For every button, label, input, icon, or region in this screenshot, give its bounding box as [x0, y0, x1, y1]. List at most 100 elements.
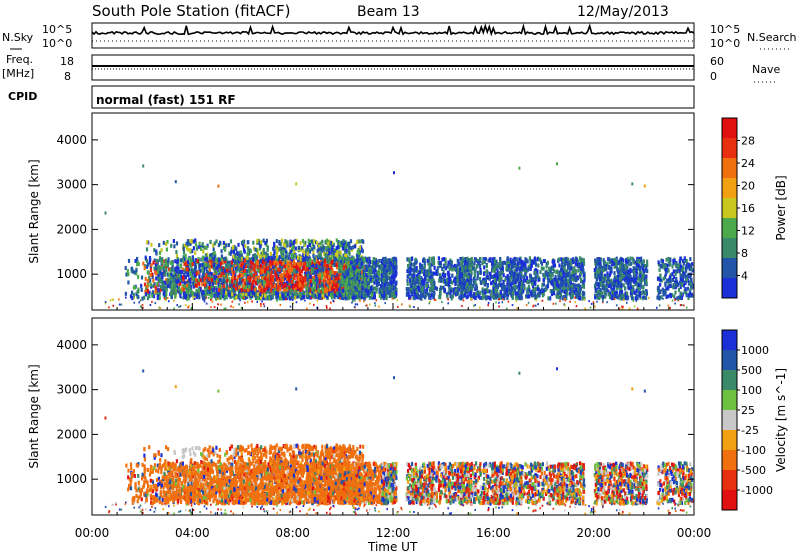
- power-cell: [275, 291, 277, 295]
- power-cell: [169, 285, 171, 289]
- power-cell: [245, 286, 247, 290]
- power-cell: [298, 277, 300, 281]
- power-cell: [289, 264, 291, 268]
- power-cell: [233, 271, 235, 275]
- power-cell: [464, 293, 466, 297]
- power-cell: [210, 253, 212, 257]
- power-cell: [362, 249, 364, 253]
- power-cell: [207, 263, 209, 267]
- power-cell: [418, 275, 420, 279]
- power-cell: [150, 243, 152, 247]
- power-cell: [235, 287, 237, 291]
- power-cell: [219, 284, 221, 288]
- power-cell: [146, 247, 148, 251]
- power-cell: [220, 273, 222, 277]
- power-cell: [147, 270, 149, 274]
- power-cell: [444, 289, 446, 293]
- power-cell: [392, 269, 394, 273]
- power-cell: [143, 296, 145, 300]
- power-cell: [462, 260, 464, 264]
- power-cell: [356, 280, 358, 284]
- power-cell: [365, 264, 367, 268]
- nave-tick-bottom: 0: [710, 70, 717, 83]
- power-cell: [483, 265, 485, 269]
- power-cell: [255, 281, 257, 285]
- power-cell: [209, 290, 211, 294]
- power-cell: [270, 274, 272, 278]
- power-cell: [280, 250, 282, 254]
- power-cell: [281, 239, 283, 243]
- power-cell: [467, 275, 469, 279]
- power-cell: [478, 262, 480, 266]
- power-cell: [286, 241, 288, 245]
- power-cell: [189, 288, 191, 292]
- power-cell: [299, 294, 301, 298]
- power-cell: [391, 275, 393, 279]
- power-cell: [364, 297, 366, 301]
- power-cell: [165, 268, 167, 272]
- power-cell: [219, 269, 221, 273]
- power-cell: [312, 294, 314, 298]
- power-cell: [315, 278, 317, 282]
- power-cell: [289, 297, 291, 301]
- power-cell: [309, 258, 311, 262]
- power-cell: [146, 284, 148, 288]
- power-cell: [201, 269, 203, 273]
- power-cell: [307, 257, 309, 261]
- power-cell: [164, 281, 166, 285]
- power-cell: [332, 270, 334, 274]
- power-cell: [235, 296, 237, 300]
- power-cell: [267, 246, 269, 250]
- power-cell: [282, 261, 284, 265]
- power-cell: [279, 287, 281, 291]
- power-cell: [356, 269, 358, 273]
- power-cell: [486, 264, 488, 268]
- power-cell: [421, 280, 423, 284]
- power-cell: [142, 262, 144, 266]
- power-cell: [247, 246, 249, 250]
- power-cell: [461, 289, 463, 293]
- power-cell: [439, 291, 441, 295]
- power-cell: [168, 257, 170, 261]
- power-cell: [442, 273, 444, 277]
- power-cell: [261, 290, 263, 294]
- power-cell: [163, 241, 165, 245]
- power-cell: [359, 240, 361, 244]
- power-cell: [386, 277, 388, 281]
- power-cell: [277, 262, 279, 266]
- power-cell: [353, 266, 355, 270]
- power-cell: [296, 269, 298, 273]
- power-cell: [212, 282, 214, 286]
- power-cell: [282, 258, 284, 262]
- power-cell: [433, 282, 435, 286]
- power-cell: [486, 288, 488, 292]
- power-cell: [425, 284, 427, 288]
- power-cell: [140, 284, 142, 288]
- power-cell: [350, 239, 352, 243]
- power-cell: [186, 284, 188, 288]
- power-cell: [163, 292, 165, 296]
- power-cell: [242, 240, 244, 244]
- power-cell: [265, 258, 267, 262]
- power-cell: [283, 288, 285, 292]
- power-cell: [252, 291, 254, 295]
- power-cell: [165, 242, 167, 246]
- power-cell: [197, 259, 199, 263]
- power-cell: [353, 289, 355, 293]
- power-cell: [366, 258, 368, 262]
- power-cell: [388, 286, 390, 290]
- power-cell: [446, 294, 448, 298]
- power-cell: [177, 279, 179, 283]
- power-cell: [189, 271, 191, 275]
- power-cell: [407, 264, 409, 268]
- power-cell: [231, 279, 233, 283]
- power-cell: [266, 282, 268, 286]
- power-cell: [167, 280, 169, 284]
- power-cell: [476, 264, 478, 268]
- power-cell: [283, 250, 285, 254]
- power-cell: [233, 250, 235, 254]
- power-cell: [388, 283, 390, 287]
- power-cell: [333, 256, 335, 260]
- power-cell: [459, 267, 461, 271]
- power-cell: [150, 283, 152, 287]
